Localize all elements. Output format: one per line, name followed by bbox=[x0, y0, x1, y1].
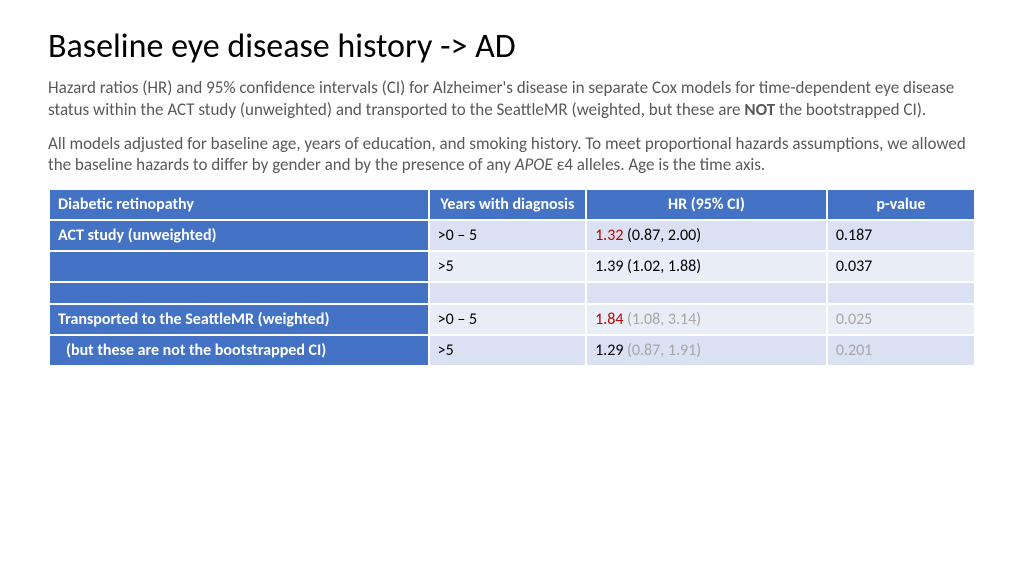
th-years: Years with diagnosis bbox=[429, 189, 586, 220]
hr-grey: (0.87, 1.91) bbox=[623, 341, 701, 360]
cell-years: >5 bbox=[429, 335, 586, 366]
cell-hr: 1.84 (1.08, 3.14) bbox=[586, 304, 827, 335]
p-grey: 0.025 bbox=[836, 310, 872, 329]
group2-label: Transported to the SeattleMR (weighted) bbox=[49, 304, 429, 335]
cell-years: >0 – 5 bbox=[429, 220, 586, 251]
hr-grey: (1.08, 3.14) bbox=[623, 310, 701, 329]
th-hr: HR (95% CI) bbox=[586, 189, 827, 220]
hr-red: 1.32 bbox=[595, 226, 623, 245]
table-row: Transported to the SeattleMR (weighted) … bbox=[49, 304, 975, 335]
slide: Baseline eye disease history -> AD Hazar… bbox=[0, 0, 1024, 387]
table-header-row: Diabetic retinopathy Years with diagnosi… bbox=[49, 189, 975, 220]
cell-years: >5 bbox=[429, 251, 586, 282]
cell-p: 0.037 bbox=[827, 251, 975, 282]
para1-text-b: the bootstrapped CI). bbox=[775, 99, 926, 120]
cell-p: 0.201 bbox=[827, 335, 975, 366]
table-spacer-row bbox=[49, 282, 975, 304]
cell-years: >0 – 5 bbox=[429, 304, 586, 335]
table-row: >5 1.39 (1.02, 1.88) 0.037 bbox=[49, 251, 975, 282]
spacer-cell bbox=[586, 282, 827, 304]
table-row: ACT study (unweighted) >0 – 5 1.32 (0.87… bbox=[49, 220, 975, 251]
group1-blank bbox=[49, 251, 429, 282]
slide-title: Baseline eye disease history -> AD bbox=[48, 26, 976, 67]
cell-hr: 1.29 (0.87, 1.91) bbox=[586, 335, 827, 366]
hr-rest: (0.87, 2.00) bbox=[623, 226, 701, 245]
paragraph-2: All models adjusted for baseline age, ye… bbox=[48, 133, 976, 177]
cell-hr: 1.32 (0.87, 2.00) bbox=[586, 220, 827, 251]
group1-label: ACT study (unweighted) bbox=[49, 220, 429, 251]
results-table: Diabetic retinopathy Years with diagnosi… bbox=[48, 188, 976, 367]
group2-note: (but these are not the bootstrapped CI) bbox=[49, 335, 429, 366]
hr-red: 1.84 bbox=[595, 310, 623, 329]
th-condition: Diabetic retinopathy bbox=[49, 189, 429, 220]
para2-italic: APOE bbox=[515, 154, 553, 175]
spacer-label bbox=[49, 282, 429, 304]
hr-plain: 1.29 bbox=[595, 341, 623, 360]
p-grey: 0.201 bbox=[836, 341, 872, 360]
spacer-cell bbox=[429, 282, 586, 304]
cell-hr: 1.39 (1.02, 1.88) bbox=[586, 251, 827, 282]
table-row: (but these are not the bootstrapped CI) … bbox=[49, 335, 975, 366]
paragraph-1: Hazard ratios (HR) and 95% confidence in… bbox=[48, 77, 976, 121]
para2-text-a: All models adjusted for baseline age, ye… bbox=[48, 133, 966, 176]
cell-p: 0.025 bbox=[827, 304, 975, 335]
th-pvalue: p-value bbox=[827, 189, 975, 220]
spacer-cell bbox=[827, 282, 975, 304]
para1-bold: NOT bbox=[744, 99, 775, 120]
cell-p: 0.187 bbox=[827, 220, 975, 251]
para2-text-b: ε4 alleles. Age is the time axis. bbox=[553, 154, 765, 175]
